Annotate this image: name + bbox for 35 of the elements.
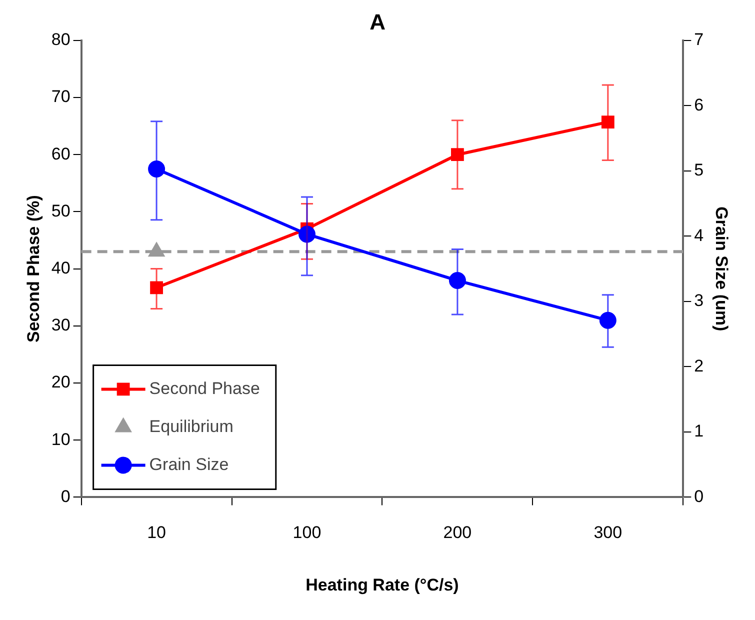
y2-tick-label: 7 xyxy=(694,30,704,50)
y-tick-label: 80 xyxy=(51,30,70,50)
chart-title: A xyxy=(370,9,386,34)
y2-tick-label: 2 xyxy=(694,356,704,376)
y2-tick-label: 1 xyxy=(694,422,704,441)
y-tick-label: 10 xyxy=(51,430,70,449)
y2-tick-label: 3 xyxy=(694,291,704,310)
x-tick-label: 300 xyxy=(594,523,622,542)
x-axis-title: Heating Rate (°C/s) xyxy=(306,575,459,594)
point xyxy=(599,312,616,329)
x-tick-label: 100 xyxy=(292,523,322,542)
legend-label: Equilibrium xyxy=(149,416,234,436)
legend-label: Grain Size xyxy=(149,454,229,474)
y-tick-label: 60 xyxy=(51,144,70,164)
y-tick-label: 50 xyxy=(51,201,70,220)
y2-tick-label: 4 xyxy=(694,226,704,245)
y-tick-label: 20 xyxy=(51,372,70,392)
point xyxy=(451,148,464,162)
legend-label: Second Phase xyxy=(149,378,260,398)
y-tick-label: 0 xyxy=(60,486,70,506)
point xyxy=(601,116,614,129)
x-tick-label: 10 xyxy=(147,523,166,542)
point xyxy=(298,226,316,243)
x-tick-label: 200 xyxy=(443,523,472,542)
point xyxy=(150,281,163,294)
y2-axis-title: Grain Size (um) xyxy=(712,206,732,332)
y-tick-label: 30 xyxy=(51,316,70,335)
y-tick-label: 70 xyxy=(51,87,70,106)
y-axis-title: Second Phase (%) xyxy=(24,195,43,342)
y2-tick-label: 0 xyxy=(694,486,704,506)
point xyxy=(448,272,466,290)
y2-tick-label: 6 xyxy=(694,95,704,114)
point xyxy=(148,160,166,178)
y-tick-label: 40 xyxy=(51,258,70,278)
y2-tick-label: 5 xyxy=(694,160,704,180)
